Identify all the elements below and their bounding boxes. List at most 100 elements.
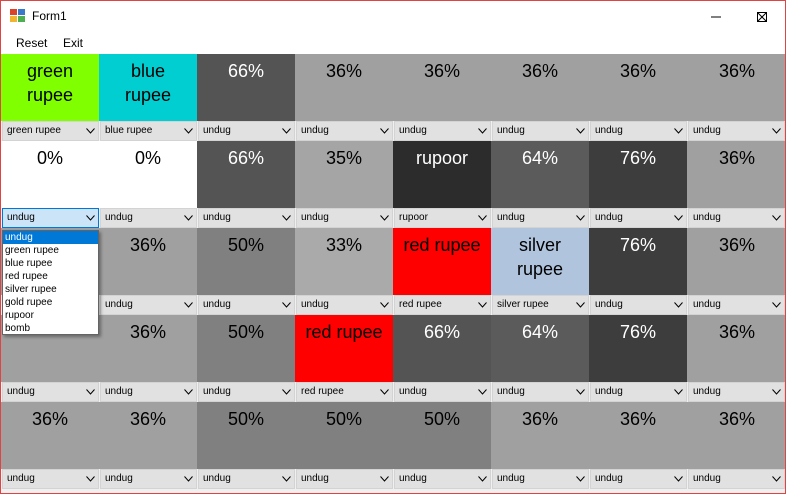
minimize-icon [711,16,721,17]
cell-type-combobox[interactable]: undug [394,121,491,141]
cell-type-combobox[interactable]: blue rupee [100,121,197,141]
cell-type-combobox[interactable]: undug [688,295,785,315]
chevron-down-icon [380,302,389,308]
dropdown-option[interactable]: gold rupee [5,297,53,308]
grid-cell: green rupee [1,54,99,121]
cell-label: 36% [619,61,657,81]
cell-type-combobox[interactable]: green rupee [2,121,99,141]
dropdown-option[interactable]: blue rupee [5,258,53,269]
cell-type-combobox[interactable]: undug [198,382,295,402]
cell-type-combobox[interactable]: undug [296,469,393,489]
cell-type-combobox[interactable]: undug [492,208,589,228]
chevron-down-icon [86,389,95,395]
grid-cell: 35% [295,141,393,208]
cell-type-combobox[interactable]: undug [198,208,295,228]
cell-type-combobox[interactable]: undug [198,295,295,315]
cell-type-combobox[interactable]: undug [492,469,589,489]
chevron-down-icon [282,215,291,221]
cell-type-combobox[interactable]: undug [2,208,99,228]
grid-cell: 64% [491,315,589,382]
close-button[interactable] [739,1,785,32]
cell-label: 36% [718,322,756,342]
cell-type-combobox[interactable]: undug [394,382,491,402]
combobox-value: undug [105,386,133,397]
cell-type-combobox[interactable]: undug [590,121,687,141]
cell-label: 36% [718,148,756,168]
chevron-down-icon [282,302,291,308]
cell-label: 50% [227,235,265,255]
cell-type-combobox[interactable]: undug [688,469,785,489]
dropdown-option[interactable]: bomb [5,323,31,334]
grid-cell: rupoor [393,141,491,208]
chevron-down-icon [674,128,683,134]
maximize-button[interactable] [739,1,785,32]
cell-type-combobox[interactable]: undug [100,382,197,402]
grid-cell: 36% [687,315,785,382]
cell-type-combobox[interactable]: red rupee [296,382,393,402]
combobox-value: undug [693,299,721,310]
cell-label: rupoor [415,148,469,168]
cell-type-combobox[interactable]: undug [296,208,393,228]
grid-cell: 36% [589,54,687,121]
chevron-down-icon [772,128,781,134]
cell-label: 36% [129,409,167,429]
cell-type-combobox[interactable]: undug [2,382,99,402]
cell-type-combobox[interactable]: red rupee [394,295,491,315]
combo-dropdown-list[interactable]: undug green rupee blue rupee red rupee silve… [2,230,99,335]
chevron-down-icon [86,476,95,482]
cell-label: 50% [227,322,265,342]
cell-type-combobox[interactable]: undug [100,208,197,228]
dropdown-option[interactable]: rupoor [5,310,34,321]
cell-type-combobox[interactable]: undug [688,121,785,141]
cell-type-combobox[interactable]: undug [590,382,687,402]
cell-type-combobox[interactable]: undug [394,469,491,489]
cell-type-combobox[interactable]: undug [590,469,687,489]
cell-type-combobox[interactable]: undug [492,382,589,402]
grid-cell: 76% [589,228,687,295]
dropdown-option[interactable]: red rupee [5,271,48,282]
menu-reset[interactable]: Reset [16,36,48,50]
grid-cell: 66% [197,141,295,208]
combobox-value: undug [399,386,427,397]
dropdown-option[interactable]: green rupee [5,245,59,256]
grid-cell: 33% [295,228,393,295]
chevron-down-icon [674,389,683,395]
cell-type-combobox[interactable]: undug [2,469,99,489]
app-icon [10,9,26,23]
combobox-value: undug [693,473,721,484]
cell-label: 36% [129,322,167,342]
cell-type-combobox[interactable]: undug [296,295,393,315]
combobox-value: blue rupee [105,125,153,136]
menu-exit[interactable]: Exit [63,36,84,50]
minimize-button[interactable] [693,1,739,32]
cell-type-combobox[interactable]: undug [590,295,687,315]
grid-cell: 36% [589,402,687,469]
cell-type-combobox[interactable]: undug [688,382,785,402]
combobox-value: undug [203,473,231,484]
cell-type-combobox[interactable]: silver rupee [492,295,589,315]
cell-type-combobox[interactable]: undug [198,469,295,489]
chevron-down-icon [772,476,781,482]
chevron-down-icon [86,128,95,134]
cell-type-combobox[interactable]: undug [688,208,785,228]
cell-label: 36% [718,409,756,429]
cell-type-combobox[interactable]: undug [100,469,197,489]
cell-label: 0% [134,148,161,168]
title-bar[interactable]: Form1 [1,1,785,32]
cell-type-combobox[interactable]: undug [492,121,589,141]
grid-cell: 66% [197,54,295,121]
grid-cell: 36% [295,54,393,121]
grid-cell: 36% [99,315,197,382]
combobox-value: undug [693,386,721,397]
cell-type-combobox[interactable]: undug [590,208,687,228]
cell-type-combobox[interactable]: undug [198,121,295,141]
dropdown-option[interactable]: undug [3,231,98,244]
dropdown-option[interactable]: silver rupee [5,284,57,295]
cell-label: red rupee [403,235,481,255]
cell-type-combobox[interactable]: rupoor [394,208,491,228]
cell-type-combobox[interactable]: undug [100,295,197,315]
combobox-value: undug [301,212,329,223]
combobox-value: undug [301,125,329,136]
cell-type-combobox[interactable]: undug [296,121,393,141]
chevron-down-icon [772,215,781,221]
